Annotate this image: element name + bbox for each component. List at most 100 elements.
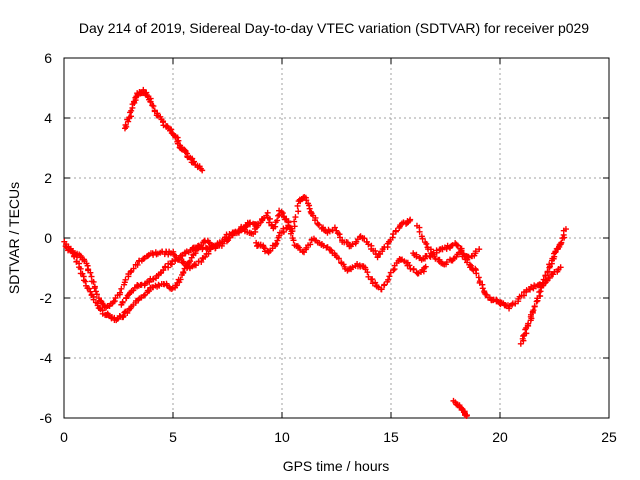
data-point [539, 282, 546, 289]
data-point [172, 258, 179, 265]
data-point [225, 235, 232, 242]
y-tick-label: 4 [44, 110, 52, 126]
data-point [372, 247, 379, 254]
chart-title: Day 214 of 2019, Sidereal Day-to-day VTE… [79, 20, 589, 36]
data-point [140, 255, 147, 262]
data-point [253, 224, 260, 231]
data-point [542, 272, 549, 279]
data-point [552, 249, 559, 256]
y-tick-label: 2 [44, 170, 52, 186]
x-tick-label: 5 [169, 429, 177, 445]
data-point [130, 265, 137, 272]
data-point [117, 289, 124, 296]
data-point [134, 261, 141, 268]
data-point [81, 256, 88, 263]
data-point [205, 239, 212, 246]
data-marks [61, 86, 569, 420]
data-point [406, 217, 413, 224]
data-point [364, 269, 371, 276]
data-point [378, 286, 385, 293]
y-tick-label: 6 [44, 50, 52, 66]
data-point [316, 222, 323, 229]
data-point [523, 330, 530, 337]
data-point [290, 237, 297, 244]
data-point [544, 268, 551, 275]
data-point [406, 262, 413, 269]
data-point [476, 246, 483, 253]
x-tick-label: 0 [60, 429, 68, 445]
data-point [87, 269, 94, 276]
data-point [432, 255, 439, 262]
data-point [145, 288, 152, 295]
data-point [320, 242, 327, 249]
series-satellite-track-8 [413, 222, 564, 312]
series-satellite-track-10 [450, 397, 470, 420]
series-satellite-track-4 [121, 86, 206, 174]
data-point [147, 98, 154, 105]
data-point [312, 217, 319, 224]
data-point [235, 229, 242, 236]
data-point [349, 264, 356, 271]
data-point [307, 241, 314, 248]
data-point [111, 298, 118, 305]
data-point [191, 158, 198, 165]
series-satellite-track-6 [253, 222, 429, 293]
data-point [294, 202, 301, 209]
data-point [531, 303, 538, 310]
data-point [279, 210, 286, 217]
data-point [472, 248, 479, 255]
series-satellite-track-9 [517, 226, 569, 347]
y-tick-label: -6 [40, 410, 53, 426]
series-satellite-track-7 [410, 240, 483, 263]
data-point [454, 242, 461, 249]
data-point [390, 267, 397, 274]
data-point [122, 121, 129, 128]
data-point [536, 289, 543, 296]
data-point [92, 288, 99, 295]
data-point [179, 252, 186, 259]
data-point [443, 245, 450, 252]
data-point [385, 276, 392, 283]
data-point [557, 264, 564, 271]
data-point [472, 265, 479, 272]
grid [64, 58, 609, 418]
data-point [448, 242, 455, 249]
x-tick-label: 10 [274, 429, 290, 445]
data-point [180, 269, 187, 276]
data-point [381, 281, 388, 288]
data-point [433, 247, 440, 254]
data-point [93, 291, 100, 298]
data-point [168, 285, 175, 292]
data-point [410, 266, 417, 273]
data-point [482, 290, 489, 297]
x-tick-label: 25 [601, 429, 617, 445]
data-point [467, 262, 474, 269]
data-point [120, 312, 127, 319]
data-point [374, 254, 381, 261]
data-point [187, 258, 194, 265]
data-point [349, 241, 356, 248]
data-point [423, 240, 430, 247]
data-point [558, 239, 565, 246]
data-point [475, 274, 482, 281]
data-point [306, 205, 313, 212]
data-point [192, 262, 199, 269]
data-point [276, 232, 283, 239]
x-tick-label: 20 [492, 429, 508, 445]
y-tick-label: 0 [44, 230, 52, 246]
data-point [335, 255, 342, 262]
data-point [124, 309, 131, 316]
y-axis-label: SDTVAR / TECUs [6, 182, 22, 294]
data-point [177, 276, 184, 283]
data-point [303, 197, 310, 204]
y-tick-label: -4 [40, 350, 53, 366]
data-point [291, 218, 298, 225]
data-point [205, 250, 212, 257]
data-point [150, 103, 157, 110]
x-tick-label: 15 [383, 429, 399, 445]
data-point [207, 246, 214, 253]
data-point [520, 332, 527, 339]
data-point [372, 279, 379, 286]
data-point [527, 286, 534, 293]
data-point [91, 285, 98, 292]
